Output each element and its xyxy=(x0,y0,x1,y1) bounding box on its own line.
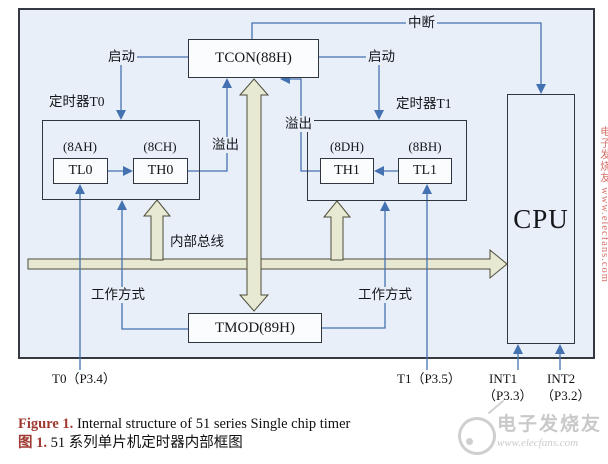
tl0-register: TL0 xyxy=(53,158,108,184)
caption-english: Figure 1. Internal structure of 51 serie… xyxy=(18,415,350,434)
pin-t0-label: T0（P3.4） xyxy=(52,371,116,386)
work-mode-t0-label: 工作方式 xyxy=(89,287,147,303)
watermark-url: www.elecfans.com xyxy=(497,437,579,449)
tl1-register: TL1 xyxy=(398,158,452,184)
pin-int1-port-label: （P3.3） xyxy=(483,388,533,403)
tmod-register-block: TMOD(89H) xyxy=(188,313,322,343)
tl0-address-label: (8AH) xyxy=(63,139,97,154)
caption-chinese: 图 1. 51 系列单片机定时器内部框图 xyxy=(18,434,350,453)
interrupt-label: 中断 xyxy=(406,15,437,31)
cpu-block: CPU xyxy=(507,94,575,344)
pin-int2-label: INT2 xyxy=(547,371,576,386)
caption-english-prefix: Figure 1. xyxy=(18,416,74,432)
elecfans-logo-dot-icon xyxy=(466,438,473,445)
internal-bus-label: 内部总线 xyxy=(168,234,226,250)
pin-t1-label: T1（P3.5） xyxy=(397,371,461,386)
figure-caption: Figure 1. Internal structure of 51 serie… xyxy=(18,415,350,453)
caption-chinese-prefix: 图 1. xyxy=(18,435,47,451)
overflow-t0-label: 溢出 xyxy=(210,137,241,153)
timer0-block xyxy=(42,120,200,200)
pin-int2-port-label: （P3.2） xyxy=(541,388,591,403)
th0-address-label: (8CH) xyxy=(143,139,177,154)
tl1-address-label: (8BH) xyxy=(408,139,442,154)
th0-register: TH0 xyxy=(133,158,188,184)
work-mode-t1-label: 工作方式 xyxy=(356,287,414,303)
caption-english-text: Internal structure of 51 series Single c… xyxy=(73,416,351,432)
timer-t0-label: 定时器T0 xyxy=(47,94,107,110)
tcon-register-block: TCON(88H) xyxy=(188,39,319,78)
start-t1-label: 启动 xyxy=(366,49,397,65)
pin-int1-label: INT1 xyxy=(489,371,518,386)
timer1-block xyxy=(307,120,467,201)
watermark-brand: 电子发烧友 xyxy=(497,414,603,435)
start-t0-label: 启动 xyxy=(106,49,137,65)
elecfans-logo-icon xyxy=(453,412,501,460)
watermark-edge-vertical: 电子发烧友 www.elecfans.com xyxy=(599,126,608,283)
timer-t1-label: 定时器T1 xyxy=(394,96,454,112)
overflow-t1-label: 溢出 xyxy=(283,116,314,132)
th1-address-label: (8DH) xyxy=(330,139,364,154)
caption-chinese-text: 51 系列单片机定时器内部框图 xyxy=(47,435,243,451)
th1-register: TH1 xyxy=(320,158,374,184)
